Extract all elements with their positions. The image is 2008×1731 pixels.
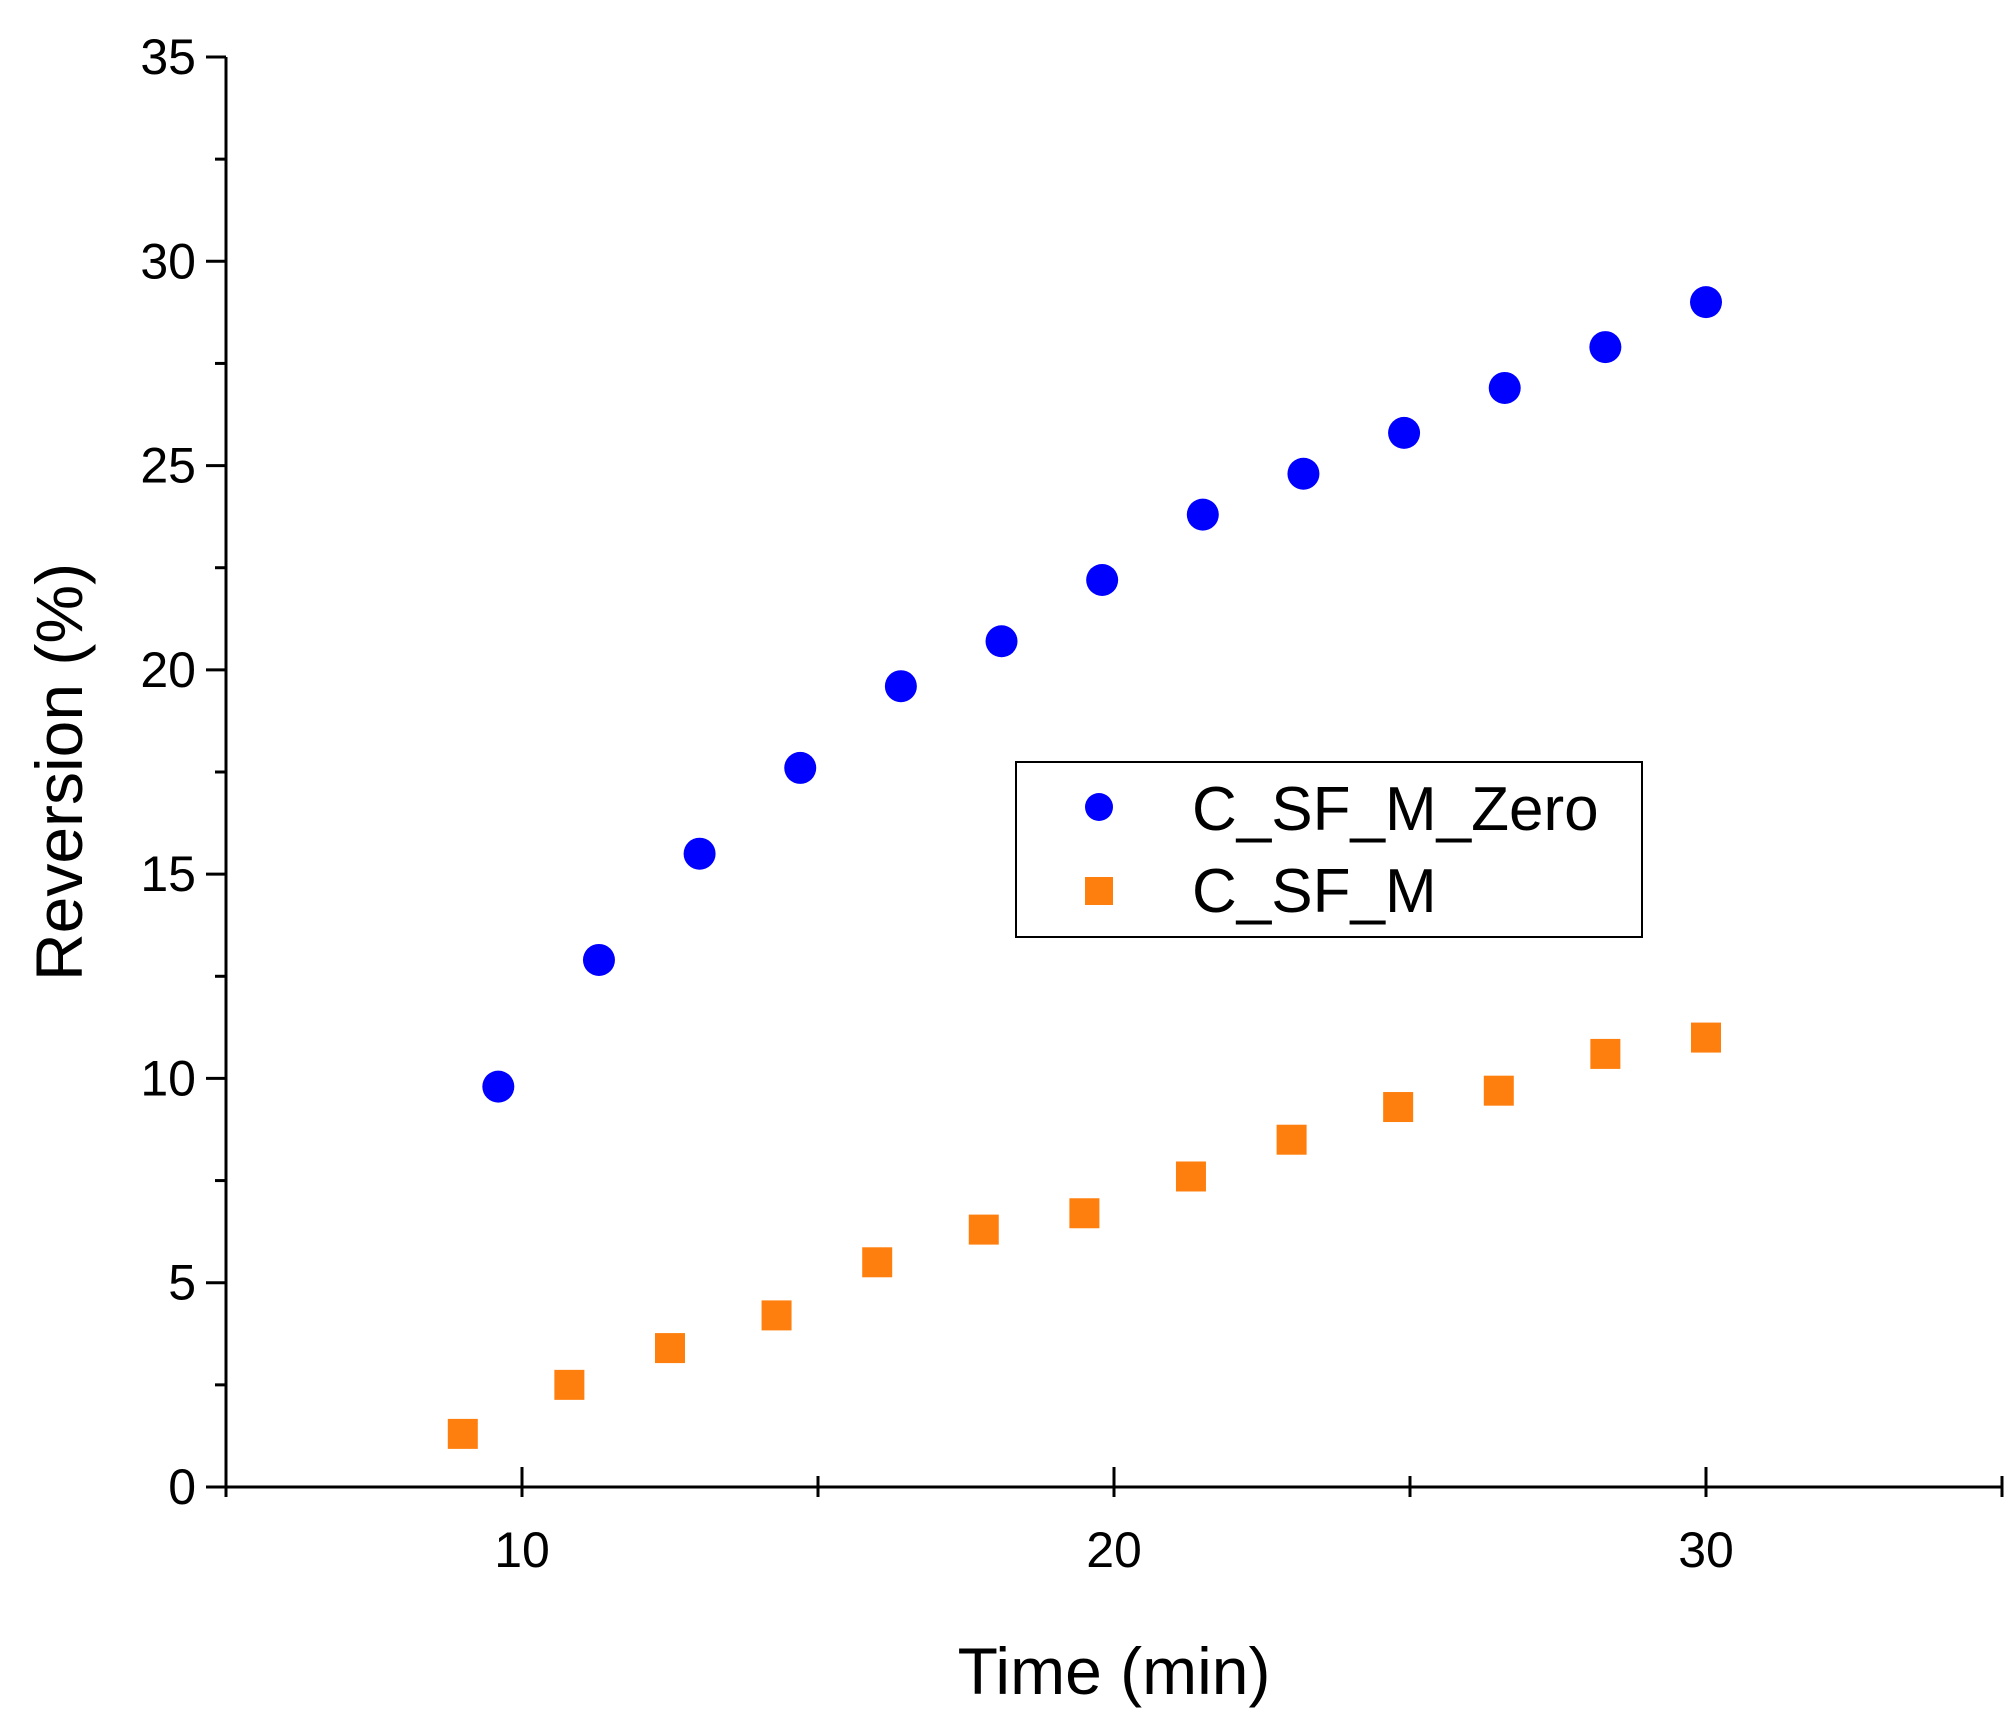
data-points: [447, 286, 1722, 1449]
point-c-sf-m-zero-8: [1186, 498, 1219, 531]
point-c-sf-m-zero-11: [1488, 371, 1521, 404]
point-c-sf-m-6: [968, 1214, 999, 1245]
point-c-sf-m-13: [1691, 1022, 1721, 1053]
point-c-sf-m-12: [1590, 1038, 1621, 1069]
point-c-sf-m-10: [1383, 1092, 1414, 1123]
point-c-sf-m-zero-13: [1690, 286, 1722, 319]
y-tick-label: 25: [140, 438, 196, 494]
legend-label-c-sf-m: C_SF_M: [1192, 857, 1437, 926]
legend-marker-c-sf-m: [1085, 877, 1113, 905]
point-c-sf-m-2: [554, 1369, 585, 1400]
x-tick-label: 30: [1678, 1522, 1734, 1578]
point-c-sf-m-1: [447, 1418, 478, 1449]
point-c-sf-m-9: [1276, 1124, 1307, 1155]
y-tick-label: 20: [140, 642, 196, 698]
y-tick-label: 10: [140, 1050, 196, 1106]
point-c-sf-m-zero-2: [582, 943, 615, 976]
legend-box: [1015, 761, 1643, 938]
legend: C_SF_M_Zero C_SF_M: [1015, 761, 1643, 938]
point-c-sf-m-5: [862, 1247, 893, 1278]
point-c-sf-m-zero-5: [884, 670, 917, 703]
y-tick-label: 30: [140, 233, 196, 289]
ticks: [206, 55, 2004, 1497]
point-c-sf-m-zero-1: [482, 1070, 515, 1103]
point-c-sf-m-zero-4: [784, 751, 817, 784]
point-c-sf-m-11: [1483, 1075, 1514, 1106]
point-c-sf-m-zero-10: [1388, 416, 1421, 449]
legend-marker-c-sf-m-zero: [1085, 793, 1113, 821]
point-c-sf-m-zero-6: [985, 625, 1018, 658]
point-c-sf-m-8: [1175, 1161, 1206, 1192]
x-axis-title: Time (min): [958, 1634, 1271, 1708]
y-tick-label: 15: [140, 846, 196, 902]
x-tick-label: 20: [1086, 1522, 1142, 1578]
legend-label-c-sf-m-zero: C_SF_M_Zero: [1192, 775, 1599, 844]
y-tick-label: 0: [168, 1459, 196, 1515]
point-c-sf-m-4: [761, 1300, 792, 1331]
point-c-sf-m-zero-7: [1086, 563, 1119, 596]
point-c-sf-m-3: [655, 1333, 685, 1364]
point-c-sf-m-zero-9: [1287, 457, 1320, 490]
point-c-sf-m-zero-12: [1589, 331, 1622, 364]
point-c-sf-m-7: [1069, 1198, 1100, 1229]
y-tick-label: 5: [168, 1255, 196, 1311]
y-tick-label: 35: [140, 29, 196, 85]
point-c-sf-m-zero-3: [683, 837, 716, 870]
x-tick-label: 10: [494, 1522, 550, 1578]
tick-labels: 0 5 10 15 20 25 30 35 10 20 30: [140, 29, 1733, 1578]
y-axis-title: Reversion (%): [22, 563, 96, 981]
